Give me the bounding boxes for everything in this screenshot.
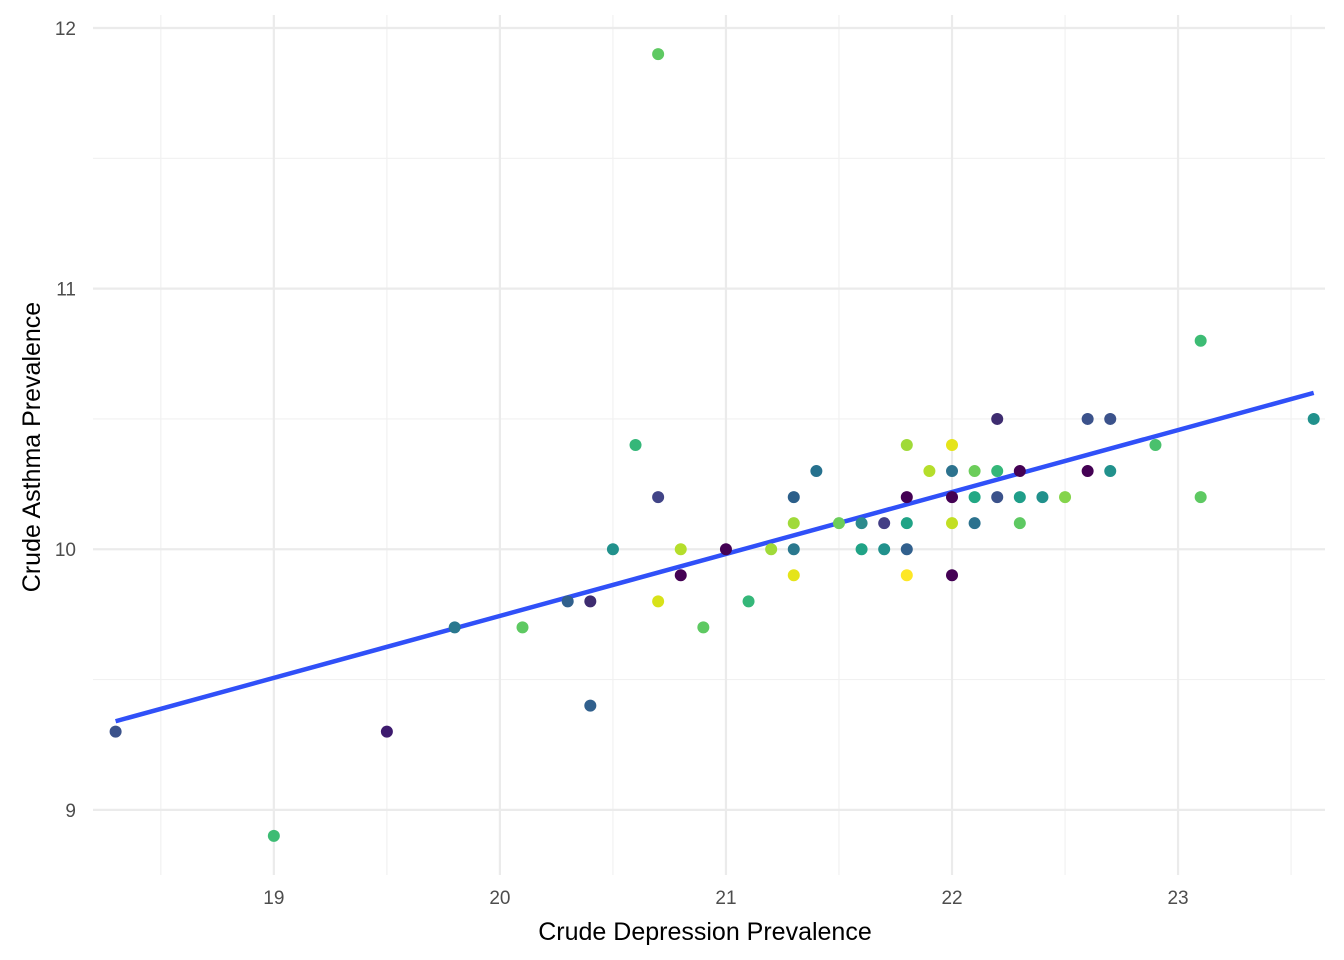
data-point xyxy=(946,517,959,530)
data-point xyxy=(787,543,800,556)
data-point xyxy=(652,595,665,608)
y-tick-label: 9 xyxy=(65,801,76,822)
data-point xyxy=(765,543,778,556)
data-point xyxy=(900,543,913,556)
data-point xyxy=(900,439,913,451)
data-point xyxy=(946,439,959,451)
x-tick-label: 19 xyxy=(263,888,284,909)
data-point xyxy=(742,595,755,608)
data-point xyxy=(900,517,913,530)
data-point xyxy=(380,725,393,738)
x-tick-label: 22 xyxy=(941,888,962,909)
data-point xyxy=(787,569,800,582)
data-point xyxy=(855,517,868,530)
data-point xyxy=(900,569,913,582)
data-point xyxy=(900,491,913,504)
data-point xyxy=(810,465,823,478)
data-point xyxy=(1013,465,1026,478)
data-point xyxy=(1013,517,1026,530)
data-point xyxy=(1194,491,1207,504)
data-point xyxy=(1013,491,1026,504)
data-point xyxy=(991,412,1004,425)
data-point xyxy=(991,465,1004,478)
y-tick-label: 12 xyxy=(55,19,76,40)
x-axis-title: Crude Depression Prevalence xyxy=(538,918,872,946)
data-point xyxy=(946,569,959,582)
y-axis-title: Crude Asthma Prevalence xyxy=(18,302,46,592)
data-point xyxy=(923,465,936,478)
data-point xyxy=(787,491,800,504)
data-points xyxy=(109,48,1320,842)
data-point xyxy=(652,48,665,61)
x-tick-label: 23 xyxy=(1167,888,1188,909)
data-point xyxy=(878,543,891,556)
data-point xyxy=(448,621,461,634)
data-point xyxy=(946,465,959,478)
data-point xyxy=(968,491,981,504)
data-point xyxy=(629,439,642,451)
data-point xyxy=(652,491,665,504)
data-point xyxy=(109,725,122,738)
x-tick-label: 20 xyxy=(489,888,510,909)
data-point xyxy=(674,543,687,556)
data-point xyxy=(1149,439,1162,451)
data-point xyxy=(968,517,981,530)
data-point xyxy=(968,465,981,478)
y-tick-label: 11 xyxy=(56,280,76,301)
x-tick-label: 21 xyxy=(715,888,736,909)
trend-line xyxy=(115,390,1315,724)
tick-labels: 19 20 21 22 23 9 10 11 12 xyxy=(55,19,1189,909)
data-point xyxy=(674,569,687,582)
data-point xyxy=(1059,491,1072,504)
data-point xyxy=(1104,465,1117,478)
data-point xyxy=(1307,412,1320,425)
data-point xyxy=(1081,412,1094,425)
data-point xyxy=(1194,334,1207,347)
data-point xyxy=(1036,491,1049,504)
data-point xyxy=(946,491,959,504)
data-point xyxy=(606,543,619,556)
y-tick-label: 10 xyxy=(55,540,76,561)
data-point xyxy=(991,491,1004,504)
data-point xyxy=(516,621,529,634)
data-point xyxy=(561,595,574,608)
data-point xyxy=(832,517,845,530)
trend-line-layer xyxy=(115,390,1315,724)
data-point xyxy=(1081,465,1094,478)
data-point xyxy=(697,621,710,634)
data-point xyxy=(584,699,597,712)
gridlines xyxy=(93,15,1325,875)
data-point xyxy=(267,829,280,842)
data-point xyxy=(878,517,891,530)
data-point xyxy=(855,543,868,556)
data-point xyxy=(719,543,732,556)
data-point xyxy=(787,517,800,530)
data-point xyxy=(1104,412,1117,425)
data-point xyxy=(584,595,597,608)
